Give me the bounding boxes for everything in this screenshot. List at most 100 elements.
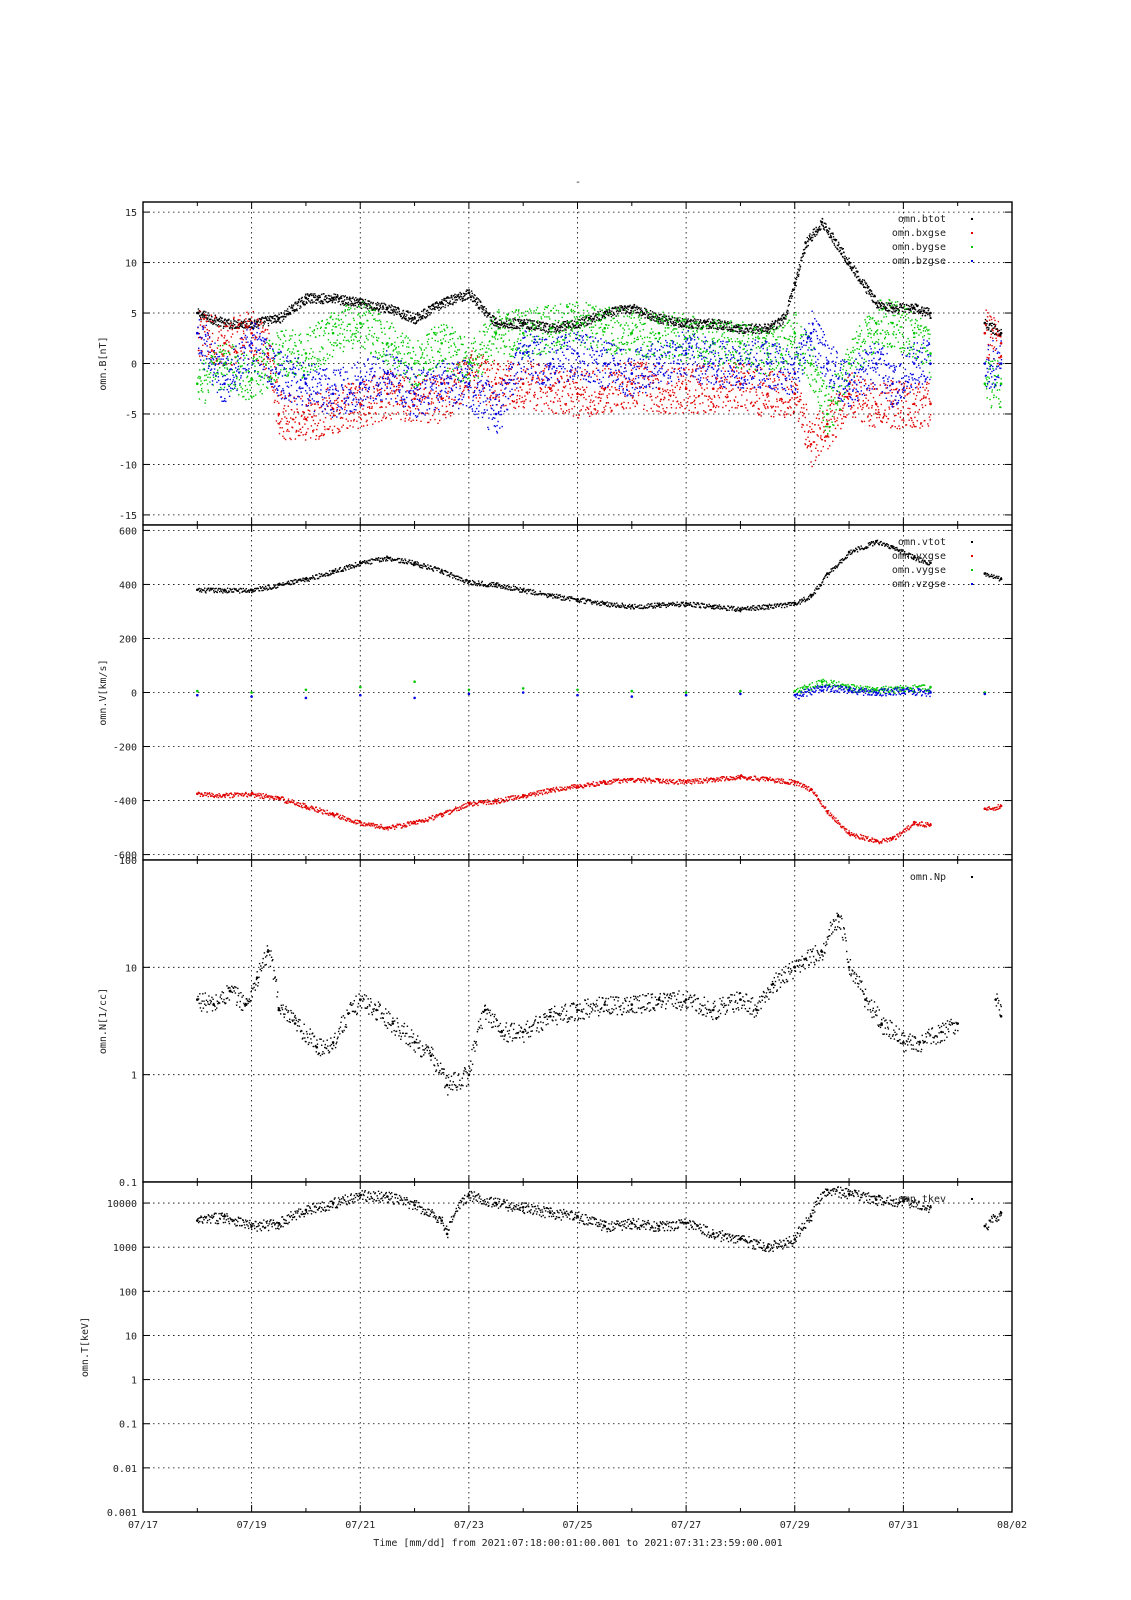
data-point (372, 423, 374, 425)
data-point (987, 326, 989, 329)
data-point (629, 313, 631, 315)
data-point (328, 322, 331, 325)
data-point (226, 367, 228, 369)
data-point (553, 401, 555, 404)
data-point (198, 391, 200, 393)
data-point (671, 322, 673, 325)
data-point (798, 400, 801, 403)
data-point (659, 314, 661, 316)
data-point (286, 428, 289, 431)
data-point (391, 390, 393, 392)
data-point (312, 430, 314, 432)
data-point (644, 307, 646, 310)
data-point (282, 318, 285, 320)
data-point (650, 313, 652, 315)
data-point (804, 252, 806, 254)
data-point (911, 403, 914, 405)
data-point (889, 400, 891, 402)
data-point (325, 295, 327, 297)
data-point (444, 414, 446, 416)
data-point (687, 393, 689, 395)
data-point (324, 408, 326, 411)
data-point (667, 381, 669, 383)
data-point (899, 381, 901, 383)
data-point (706, 319, 709, 321)
data-point (662, 321, 664, 323)
data-point (254, 319, 256, 321)
data-point (765, 328, 767, 330)
data-point (778, 399, 781, 402)
data-point (767, 324, 770, 326)
data-point (212, 351, 215, 353)
data-point (349, 393, 351, 395)
data-point (583, 389, 586, 391)
data-point (780, 325, 782, 327)
data-point (379, 388, 382, 391)
data-point (382, 375, 385, 377)
data-point (213, 318, 216, 320)
data-point (493, 359, 496, 362)
data-point (246, 376, 248, 379)
data-point (992, 332, 995, 334)
data-point (751, 401, 753, 403)
data-point (831, 409, 833, 412)
data-point (608, 393, 610, 395)
data-point (433, 305, 435, 308)
data-point (231, 328, 233, 331)
data-point (997, 330, 999, 332)
data-point (485, 359, 487, 362)
data-point (349, 296, 351, 298)
data-point (921, 404, 923, 406)
data-point (578, 400, 580, 402)
data-point (478, 306, 480, 309)
data-point (876, 305, 879, 308)
data-point (736, 377, 739, 380)
data-point (598, 392, 600, 395)
data-point (833, 242, 835, 245)
data-point (784, 375, 786, 377)
data-point (319, 295, 321, 297)
data-point (396, 313, 398, 315)
data-point (574, 386, 576, 388)
data-point (248, 320, 250, 322)
data-point (462, 297, 464, 299)
data-point (288, 421, 290, 423)
data-point (716, 377, 719, 380)
data-point (260, 356, 263, 359)
data-point (500, 381, 503, 383)
data-point (511, 322, 513, 325)
data-point (680, 404, 682, 406)
data-point (802, 252, 804, 255)
data-point (317, 403, 319, 406)
data-point (259, 335, 261, 337)
data-point (820, 223, 823, 226)
data-point (832, 434, 835, 436)
data-point (384, 412, 387, 414)
data-point (901, 400, 903, 402)
data-point (370, 301, 372, 303)
data-point (434, 380, 437, 382)
data-point (872, 396, 875, 399)
data-point (687, 397, 689, 400)
data-point (475, 298, 478, 300)
data-point (304, 439, 307, 441)
data-point (489, 312, 491, 314)
data-point (313, 329, 316, 331)
data-point (802, 249, 805, 251)
data-point (403, 380, 406, 382)
data-point (773, 387, 775, 389)
data-point (231, 328, 233, 330)
data-point (885, 306, 887, 309)
data-point (248, 380, 251, 382)
data-point (425, 412, 427, 414)
data-point (891, 391, 893, 394)
data-point (405, 310, 408, 312)
data-point (623, 374, 626, 377)
data-point (615, 404, 617, 407)
data-point (477, 375, 479, 377)
data-point (580, 318, 583, 320)
data-point (742, 324, 744, 326)
data-point (578, 324, 581, 326)
data-point (583, 322, 585, 324)
data-point (722, 367, 724, 369)
